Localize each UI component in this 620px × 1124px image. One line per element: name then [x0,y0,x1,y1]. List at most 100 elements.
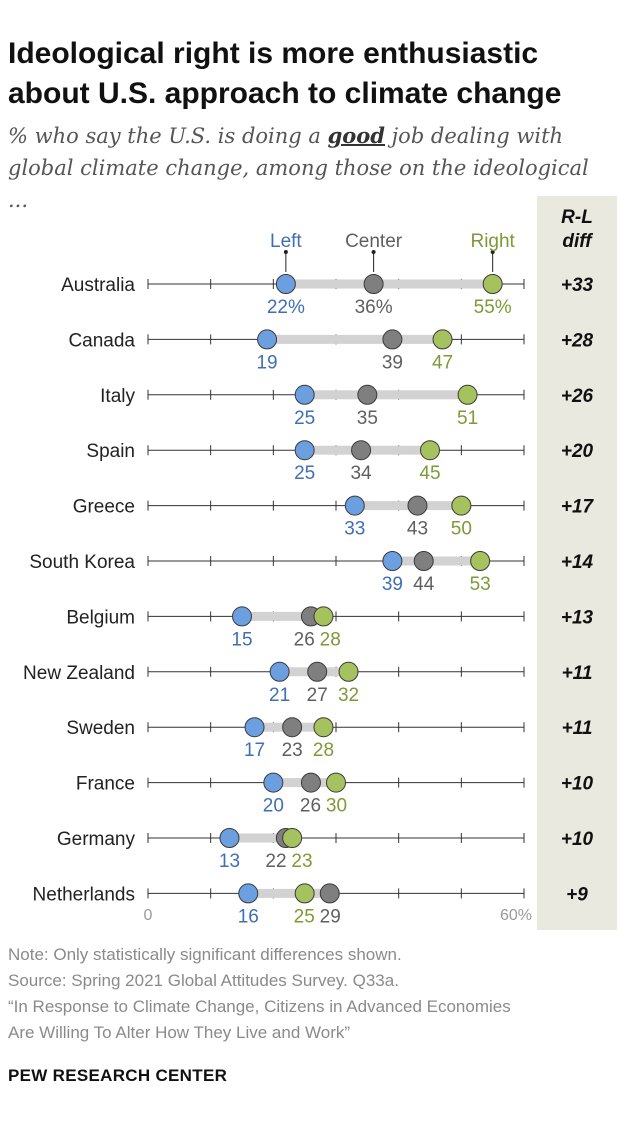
left-value-label: 20 [263,796,284,817]
right-dot [482,274,503,294]
diff-value: +17 [561,497,595,518]
left-value-label: 39 [382,574,403,595]
center-dot [382,329,403,350]
country-label: Greece [73,497,135,518]
right-value-label: 55% [474,297,512,318]
diff-header-line2: diff [562,231,593,252]
center-dot [307,661,328,682]
left-value-label: 15 [231,629,252,650]
brand-logo-text: PEW RESEARCH CENTER [8,1066,228,1085]
center-dot [363,274,384,294]
left-dot [294,440,315,461]
center-value-label: 44 [413,574,435,595]
country-label: Sweden [66,718,135,739]
diff-column-background [537,196,617,930]
right-value-label: 50 [451,519,472,540]
country-label: Netherlands [33,884,135,905]
country-label: Spain [86,441,135,462]
left-dot [382,551,403,571]
right-value-label: 23 [291,851,312,872]
right-value-label: 45 [419,463,440,484]
country-label: New Zealand [23,663,135,684]
left-value-label: 33 [344,519,365,540]
report-title-line: Are Willing To Alter How They Live and W… [8,1023,351,1042]
country-label: Italy [100,386,135,407]
x-tick-label-max: 60% [500,907,532,924]
center-value-label: 43 [407,519,428,540]
report-title-line: “In Response to Climate Change, Citizens… [8,997,511,1016]
diff-value: +14 [561,552,594,573]
range-bar [248,888,330,898]
center-dot [351,440,372,461]
right-value-label: 51 [457,408,478,429]
center-value-label: 34 [350,463,372,484]
right-dot [432,329,453,350]
chart-notes: Note: Only statistically significant dif… [8,942,612,1046]
legend-leader-dot [371,250,376,254]
right-dot [313,606,334,627]
note-line: Note: Only statistically significant dif… [8,945,402,964]
diff-value: +10 [561,774,594,795]
range-bar [229,833,293,843]
center-dot [300,772,321,793]
right-dot [313,717,334,738]
left-value-label: 21 [269,685,290,706]
left-dot [257,329,278,350]
right-dot [420,440,440,461]
diff-value: +13 [561,607,594,628]
left-dot [232,606,252,627]
right-value-label: 28 [320,629,341,650]
left-dot [275,274,296,294]
diff-value: +26 [561,386,594,407]
right-value-label: 53 [470,574,491,595]
center-value-label: 22 [265,851,286,872]
country-label: France [76,774,135,795]
country-label: Germany [57,829,136,850]
center-value-label: 26 [294,629,315,650]
range-bar [242,611,324,621]
diff-value: +10 [561,829,594,850]
range-bar [392,556,481,566]
subtitle-suffix: job dealing with global climate change, … [8,124,589,212]
legend-left-label: Left [270,231,302,252]
x-tick-label-min: 0 [144,907,153,924]
country-label: Canada [68,330,135,351]
center-dot [407,495,428,516]
subtitle-emphasis: good [327,123,385,148]
right-value-label: 25 [294,906,315,927]
center-dot [282,717,303,738]
range-bar [267,334,443,344]
left-dot [263,772,284,793]
center-value-label: 35 [357,408,378,429]
diff-value: +20 [561,441,594,462]
legend-leader-dot [283,250,288,254]
country-label: Australia [61,275,135,296]
country-label: South Korea [29,552,135,573]
center-value-label: 23 [282,740,303,761]
diff-header-line1: R-L [561,207,593,228]
range-bar [304,390,468,400]
left-value-label: 17 [244,740,265,761]
diff-value: +11 [562,663,593,684]
source-line: Source: Spring 2021 Global Attitudes Sur… [8,971,399,990]
center-value-label: 27 [307,685,328,706]
right-dot [338,661,359,682]
diff-value: +28 [561,330,594,351]
center-dot [319,883,340,904]
left-value-label: 13 [219,851,240,872]
right-value-label: 47 [432,352,453,373]
left-dot [244,717,265,738]
country-label: Belgium [66,607,135,628]
diff-value: +11 [562,718,593,739]
left-value-label: 25 [294,408,315,429]
left-value-label: 22% [267,297,305,318]
center-dot [413,551,434,571]
legend-center-label: Center [345,231,403,252]
legend-leader-dot [490,250,495,254]
left-dot [219,828,240,848]
right-dot [282,828,303,848]
center-value-label: 39 [382,352,403,373]
right-value-label: 32 [338,685,359,706]
center-value-label: 29 [320,906,341,927]
left-dot [294,384,315,405]
